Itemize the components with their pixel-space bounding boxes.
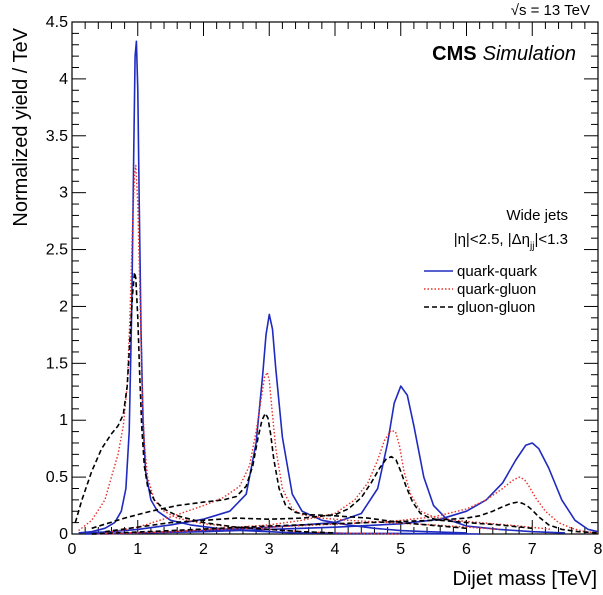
gluon-gluon-line-1 <box>74 271 336 534</box>
cut-jj-subscript: jj <box>529 241 534 252</box>
legend-label-gluon-gluon: gluon-gluon <box>457 299 535 316</box>
selection-label-wide-jets: Wide jets <box>506 207 568 224</box>
y-tick-label: 4 <box>59 71 68 88</box>
y-tick-label: 3.5 <box>46 128 68 145</box>
y-tick-label: 2 <box>59 298 68 315</box>
quark-gluon-line-3 <box>104 429 553 535</box>
series-gluon-gluon <box>74 271 599 535</box>
y-axis-title: Normalized yield / TeV <box>10 27 32 226</box>
quark-quark-line-1 <box>78 40 480 535</box>
quark-gluon-line-4 <box>91 476 599 535</box>
gluon-gluon-line-2 <box>91 412 467 530</box>
y-tick-label: 3 <box>59 185 68 202</box>
legend-label-quark-gluon: quark-gluon <box>457 281 536 298</box>
x-tick-label: 7 <box>528 541 537 558</box>
y-tick-label: 2.5 <box>46 242 68 259</box>
x-tick-label: 1 <box>133 541 142 558</box>
energy-label: √s = 13 TeV <box>511 2 590 19</box>
y-tick-label: 4.5 <box>46 14 68 31</box>
x-tick-label: 6 <box>462 541 471 558</box>
gluon-gluon-line-3 <box>104 455 533 533</box>
y-tick-label: 1.5 <box>46 355 68 372</box>
experiment-label: CMS Simulation <box>432 43 576 65</box>
cut-eta-text: |η|<2.5, |Δη <box>454 231 530 248</box>
cut-eta-end: |<1.3 <box>534 231 568 248</box>
cms-label: CMS <box>432 43 476 65</box>
x-tick-label: 4 <box>331 541 340 558</box>
x-tick-label: 5 <box>396 541 405 558</box>
selection-label-cuts: |η|<2.5, |Δηjj|<1.3 <box>454 231 568 252</box>
quark-gluon-line-1 <box>78 164 401 535</box>
y-tick-label: 0.5 <box>46 469 68 486</box>
y-tick-label: 1 <box>59 412 68 429</box>
y-tick-label: 0 <box>59 526 68 543</box>
x-tick-label: 8 <box>594 541 603 558</box>
x-tick-label: 2 <box>199 541 208 558</box>
x-axis-title: Dijet mass [TeV] <box>453 568 597 590</box>
x-tick-label: 0 <box>68 541 77 558</box>
simulation-label: Simulation <box>483 43 576 65</box>
x-tick-label: 3 <box>265 541 274 558</box>
plot-axes: 0 1 2 3 4 5 6 7 8 0 0.5 1 1.5 2 2.5 3 3.5 4 4.5 <box>46 14 603 558</box>
gluon-gluon-line-4 <box>91 501 599 535</box>
legend-label-quark-quark: quark-quark <box>457 263 538 280</box>
quark-quark-line-3 <box>104 385 566 535</box>
plot-curves <box>74 40 599 535</box>
